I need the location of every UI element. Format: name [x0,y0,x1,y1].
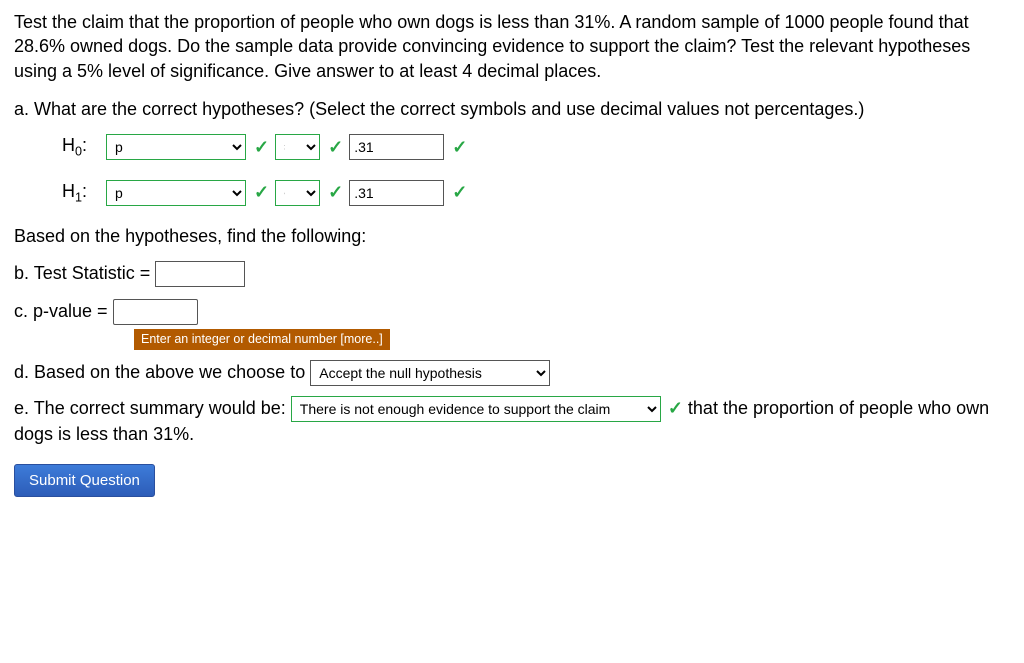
check-icon: ✓ [328,180,343,204]
part-b-row: b. Test Statistic = [14,261,1010,287]
decision-select[interactable]: Accept the null hypothesis [310,360,550,386]
check-icon: ✓ [254,135,269,159]
h0-parameter-select[interactable]: p [106,134,246,160]
h1-letter: H [62,181,75,201]
h1-sub: 1 [75,190,82,204]
part-e-label: e. The correct summary would be: [14,398,286,418]
h1-colon: : [82,181,87,201]
part-e-row: e. The correct summary would be: There i… [14,396,1010,446]
h0-row: H0: p ✓ = ✓ ✓ [62,133,1010,161]
h0-label: H0: [62,133,96,161]
input-hint[interactable]: Enter an integer or decimal number [more… [134,329,390,350]
part-d-row: d. Based on the above we choose to Accep… [14,360,1010,386]
h1-label: H1: [62,179,96,207]
h1-value-input[interactable] [349,180,444,206]
h1-row: H1: p ✓ < ✓ ✓ [62,179,1010,207]
check-icon: ✓ [452,135,467,159]
h1-operator-select[interactable]: < [275,180,320,206]
submit-question-button[interactable]: Submit Question [14,464,155,497]
part-c-row: c. p-value = [14,299,1010,325]
h1-parameter-select[interactable]: p [106,180,246,206]
based-on-text: Based on the hypotheses, find the follow… [14,224,1010,248]
h0-sub: 0 [75,145,82,159]
check-icon: ✓ [328,135,343,159]
h0-value-input[interactable] [349,134,444,160]
h0-colon: : [82,135,87,155]
part-b-label: b. Test Statistic = [14,263,150,283]
check-icon: ✓ [254,180,269,204]
part-c-label: c. p-value = [14,301,108,321]
h0-operator-select[interactable]: = [275,134,320,160]
summary-select[interactable]: There is not enough evidence to support … [291,396,661,422]
check-icon: ✓ [668,396,683,420]
question-intro: Test the claim that the proportion of pe… [14,10,1010,83]
p-value-input[interactable] [113,299,198,325]
test-statistic-input[interactable] [155,261,245,287]
part-d-label: d. Based on the above we choose to [14,362,305,382]
check-icon: ✓ [452,180,467,204]
part-a-prompt: a. What are the correct hypotheses? (Sel… [14,97,1010,121]
h0-letter: H [62,135,75,155]
